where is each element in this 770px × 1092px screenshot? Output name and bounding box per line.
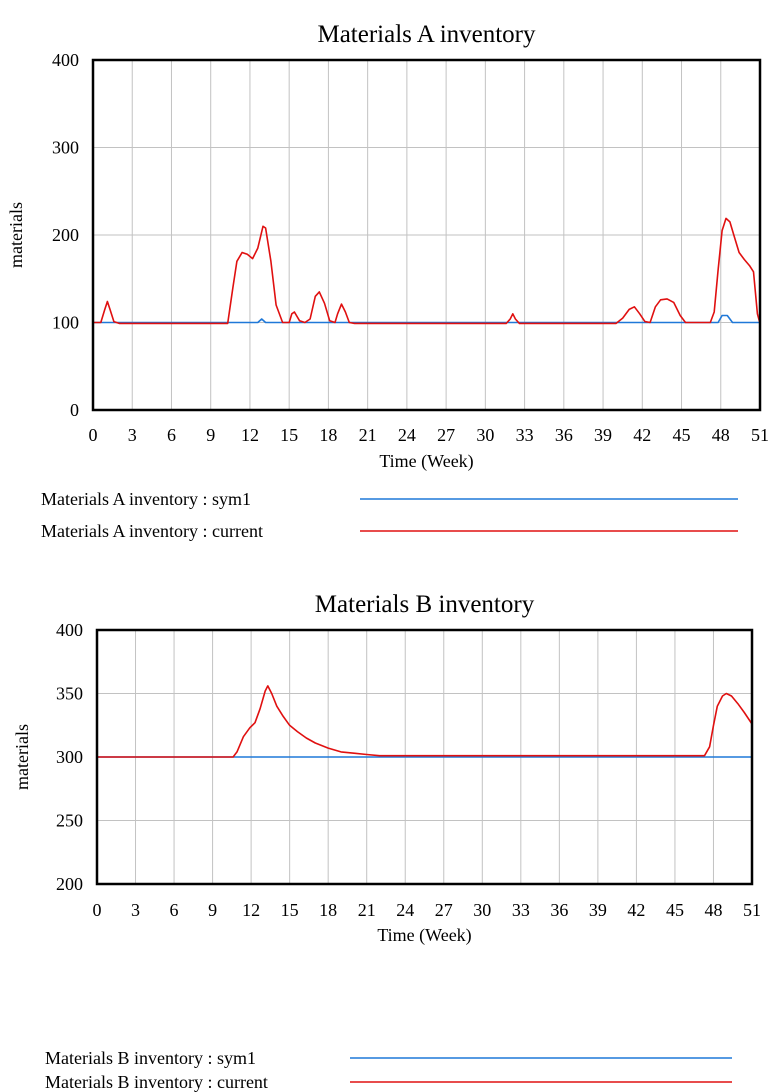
chart-b-x-tick-label: 36 bbox=[550, 900, 568, 920]
chart-a-x-tick-label: 39 bbox=[594, 425, 612, 445]
chart-a-y-tick-label: 0 bbox=[70, 400, 79, 420]
chart-b-y-tick-label: 300 bbox=[56, 747, 83, 767]
chart-a-x-tick-label: 42 bbox=[633, 425, 651, 445]
chart-b-x-tick-label: 48 bbox=[704, 900, 722, 920]
chart-b-x-tick-label: 18 bbox=[319, 900, 337, 920]
chart-b-series-line-current bbox=[97, 685, 753, 758]
chart-b-title: Materials B inventory bbox=[315, 591, 535, 618]
chart-b-x-tick-label: 12 bbox=[242, 900, 260, 920]
chart-b-x-tick-label: 9 bbox=[208, 900, 217, 920]
chart-a-x-tick-label: 36 bbox=[555, 425, 573, 445]
chart-b-x-tick-label: 0 bbox=[93, 900, 102, 920]
chart-a-x-tick-label: 18 bbox=[319, 425, 337, 445]
chart-a-x-tick-label: 48 bbox=[712, 425, 730, 445]
chart-a-x-tick-label: 30 bbox=[476, 425, 494, 445]
chart-a-series-line-current bbox=[93, 217, 761, 325]
chart-b-x-tick-label: 6 bbox=[170, 900, 179, 920]
chart-b-y-tick-label: 350 bbox=[56, 684, 83, 704]
chart-b-x-tick-label: 21 bbox=[358, 900, 376, 920]
chart-a-legend-label: Materials A inventory : current bbox=[41, 521, 263, 541]
chart-a-x-tick-label: 45 bbox=[673, 425, 691, 445]
chart-b-x-tick-label: 30 bbox=[473, 900, 491, 920]
chart-b-x-tick-label: 15 bbox=[281, 900, 299, 920]
chart-b-x-tick-label: 24 bbox=[396, 900, 414, 920]
chart-b-legend-label: Materials B inventory : sym1 bbox=[45, 1048, 256, 1068]
chart-a-x-tick-label: 51 bbox=[751, 425, 769, 445]
chart-b-y-tick-label: 250 bbox=[56, 811, 83, 831]
chart-b-y-axis-label: materials bbox=[12, 724, 32, 790]
chart-a-x-tick-label: 33 bbox=[516, 425, 534, 445]
chart-a-y-tick-label: 200 bbox=[52, 225, 79, 245]
chart-a-x-tick-label: 21 bbox=[359, 425, 377, 445]
chart-a-x-tick-label: 15 bbox=[280, 425, 298, 445]
chart-a-plot-frame bbox=[91, 58, 762, 412]
chart-a-y-tick-label: 100 bbox=[52, 313, 79, 333]
chart-a-x-tick-label: 3 bbox=[128, 425, 137, 445]
chart-b-x-tick-label: 27 bbox=[435, 900, 453, 920]
chart-b-x-tick-label: 3 bbox=[131, 900, 140, 920]
chart-a-x-tick-label: 6 bbox=[167, 425, 176, 445]
chart-a-x-tick-label: 12 bbox=[241, 425, 259, 445]
chart-a-x-tick-label: 27 bbox=[437, 425, 455, 445]
chart-b-plot-frame bbox=[95, 628, 754, 886]
chart-a-x-axis-label: Time (Week) bbox=[379, 451, 473, 472]
chart-b-x-tick-label: 39 bbox=[589, 900, 607, 920]
chart-a-x-tick-label: 24 bbox=[398, 425, 416, 445]
chart-b-x-tick-label: 45 bbox=[666, 900, 684, 920]
chart-a-legend-label: Materials A inventory : sym1 bbox=[41, 489, 251, 509]
chart-a-y-axis-label: materials bbox=[6, 202, 26, 268]
chart-a-x-tick-label: 9 bbox=[206, 425, 215, 445]
chart-b-x-tick-label: 51 bbox=[743, 900, 761, 920]
chart-b-x-axis-label: Time (Week) bbox=[377, 925, 471, 946]
chart-b-legend-label: Materials B inventory : current bbox=[45, 1072, 268, 1092]
chart-b-y-tick-label: 200 bbox=[56, 874, 83, 894]
chart-b-x-tick-label: 33 bbox=[512, 900, 530, 920]
chart-a-y-tick-label: 400 bbox=[52, 50, 79, 70]
chart-a-x-tick-label: 0 bbox=[89, 425, 98, 445]
chart-b-y-tick-label: 400 bbox=[56, 620, 83, 640]
chart-b-x-tick-label: 42 bbox=[627, 900, 645, 920]
chart-a-series-line-sym1 bbox=[93, 314, 760, 324]
chart-a-title: Materials A inventory bbox=[317, 21, 536, 48]
chart-a-y-tick-label: 300 bbox=[52, 138, 79, 158]
